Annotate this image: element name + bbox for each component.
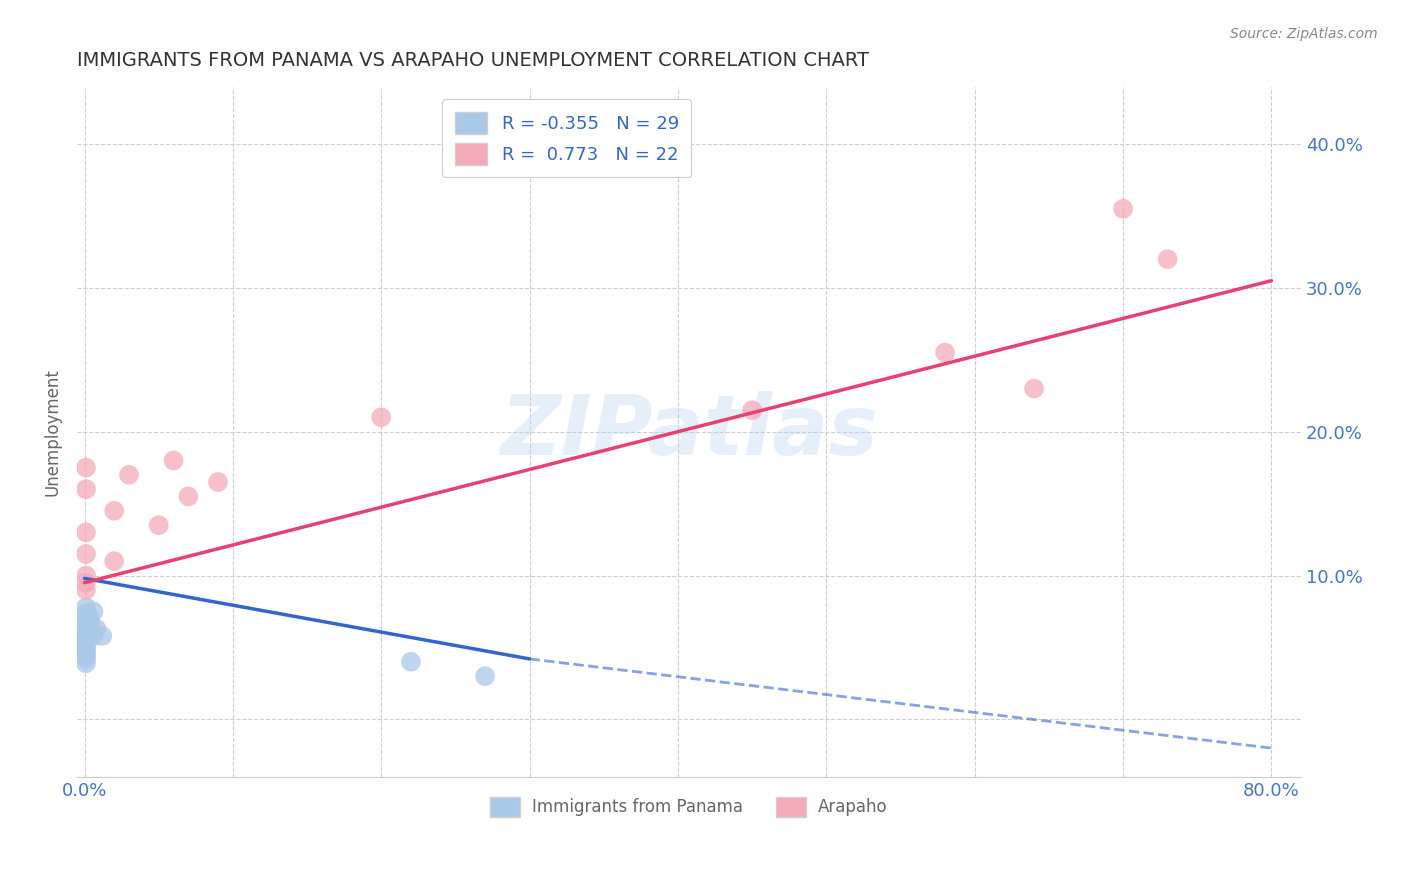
Point <box>75 643 97 657</box>
Point <box>75 657 97 671</box>
Point <box>1156 252 1178 266</box>
Point <box>75 619 97 633</box>
Point <box>207 475 229 489</box>
Text: Source: ZipAtlas.com: Source: ZipAtlas.com <box>1230 27 1378 41</box>
Point <box>148 518 170 533</box>
Point <box>77 608 100 623</box>
Point <box>75 640 97 655</box>
Point <box>370 410 392 425</box>
Point <box>79 615 101 629</box>
Point <box>103 554 125 568</box>
Point <box>75 547 97 561</box>
Point <box>741 403 763 417</box>
Point <box>75 631 97 645</box>
Point <box>75 615 97 629</box>
Legend: Immigrants from Panama, Arapaho: Immigrants from Panama, Arapaho <box>484 790 894 823</box>
Point <box>80 626 103 640</box>
Point <box>934 345 956 359</box>
Point <box>75 568 97 582</box>
Point <box>86 622 108 636</box>
Point <box>75 626 97 640</box>
Point <box>118 467 141 482</box>
Point <box>103 504 125 518</box>
Point <box>75 648 97 663</box>
Text: IMMIGRANTS FROM PANAMA VS ARAPAHO UNEMPLOYMENT CORRELATION CHART: IMMIGRANTS FROM PANAMA VS ARAPAHO UNEMPL… <box>77 51 869 70</box>
Point <box>75 525 97 540</box>
Point <box>75 623 97 637</box>
Point <box>79 623 101 637</box>
Y-axis label: Unemployment: Unemployment <box>44 368 60 496</box>
Point <box>75 600 97 615</box>
Point <box>162 453 184 467</box>
Point <box>75 582 97 597</box>
Point <box>1112 202 1135 216</box>
Point <box>399 655 422 669</box>
Point <box>75 638 97 652</box>
Point <box>91 629 114 643</box>
Point <box>82 605 104 619</box>
Text: ZIPatlas: ZIPatlas <box>501 392 879 472</box>
Point <box>1022 382 1045 396</box>
Point <box>75 460 97 475</box>
Point <box>474 669 496 683</box>
Point <box>75 634 97 648</box>
Point <box>76 619 98 633</box>
Point <box>75 606 97 620</box>
Point <box>75 610 97 624</box>
Point <box>75 575 97 590</box>
Point <box>75 646 97 660</box>
Point <box>177 490 200 504</box>
Point <box>82 629 104 643</box>
Point <box>75 482 97 496</box>
Point <box>75 632 97 646</box>
Point <box>75 633 97 648</box>
Point <box>75 652 97 666</box>
